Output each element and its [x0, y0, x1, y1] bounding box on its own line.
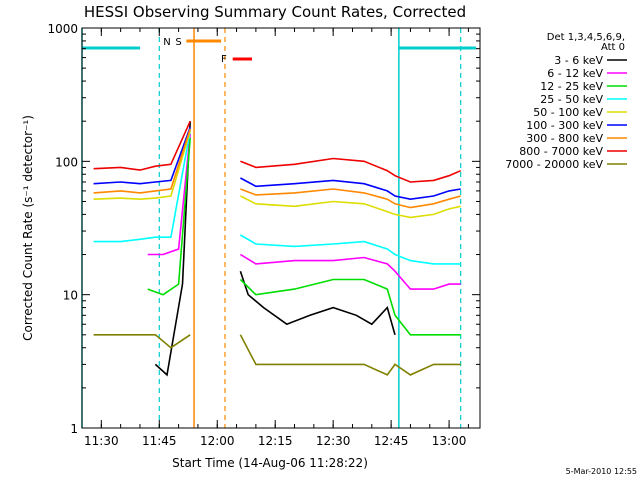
x-tick-label: 11:30: [84, 434, 119, 448]
series-line-9: [93, 334, 461, 376]
series-line-7: [93, 128, 461, 209]
legend-label: 800 - 7000 keV: [519, 145, 603, 158]
legend-label: 6 - 12 keV: [547, 67, 603, 80]
legend-header-2: Att 0: [601, 42, 625, 53]
y-tick-label: 1: [70, 422, 78, 436]
x-tick-label: 12:00: [200, 434, 235, 448]
series-line-8: [93, 120, 462, 183]
plot-frame: [81, 27, 481, 429]
series-line-1: [154, 121, 396, 377]
series-line-4: [93, 130, 461, 265]
saa-label: S: [175, 37, 181, 48]
legend-label: 7000 - 20000 keV: [505, 158, 603, 171]
legend-label: 50 - 100 keV: [533, 106, 603, 119]
legend-header-1: Det 1,3,4,5,6,9,: [547, 32, 625, 43]
x-tick-label: 11:45: [142, 434, 177, 448]
legend-label: 12 - 25 keV: [540, 80, 603, 93]
legend-label: 3 - 6 keV: [554, 54, 603, 67]
series-line-2: [147, 134, 461, 290]
night-label: N: [163, 37, 170, 48]
x-tick-label: 12:15: [258, 434, 293, 448]
y-tick-label: 1000: [47, 22, 78, 36]
x-axis-ticks: 11:30 11:45 12:00 12:15 12:30 12:45 13:00: [81, 28, 469, 448]
y-axis-ticks: 1 10 100 1000: [47, 22, 480, 436]
legend-label: 100 - 300 keV: [526, 119, 603, 132]
x-tick-label: 13:00: [432, 434, 467, 448]
chart-title: HESSI Observing Summary Count Rates, Cor…: [84, 3, 466, 21]
y-tick-label: 10: [63, 289, 78, 303]
x-tick-label: 12:45: [374, 434, 409, 448]
y-tick-label: 100: [55, 155, 78, 169]
footer-date: 5-Mar-2010 12:55: [566, 467, 637, 476]
x-tick-label: 12:30: [316, 434, 351, 448]
series-line-5: [93, 130, 461, 219]
flare-label: F: [221, 54, 227, 65]
y-axis-label: Corrected Count Rate (s⁻¹ detector⁻¹): [21, 115, 35, 341]
x-axis-label: Start Time (14-Aug-06 11:28:22): [172, 456, 368, 470]
legend-label: 25 - 50 keV: [540, 93, 603, 106]
legend-label: 300 - 800 keV: [526, 132, 603, 145]
series-line-3: [147, 137, 461, 336]
series-line-6: [93, 127, 461, 201]
